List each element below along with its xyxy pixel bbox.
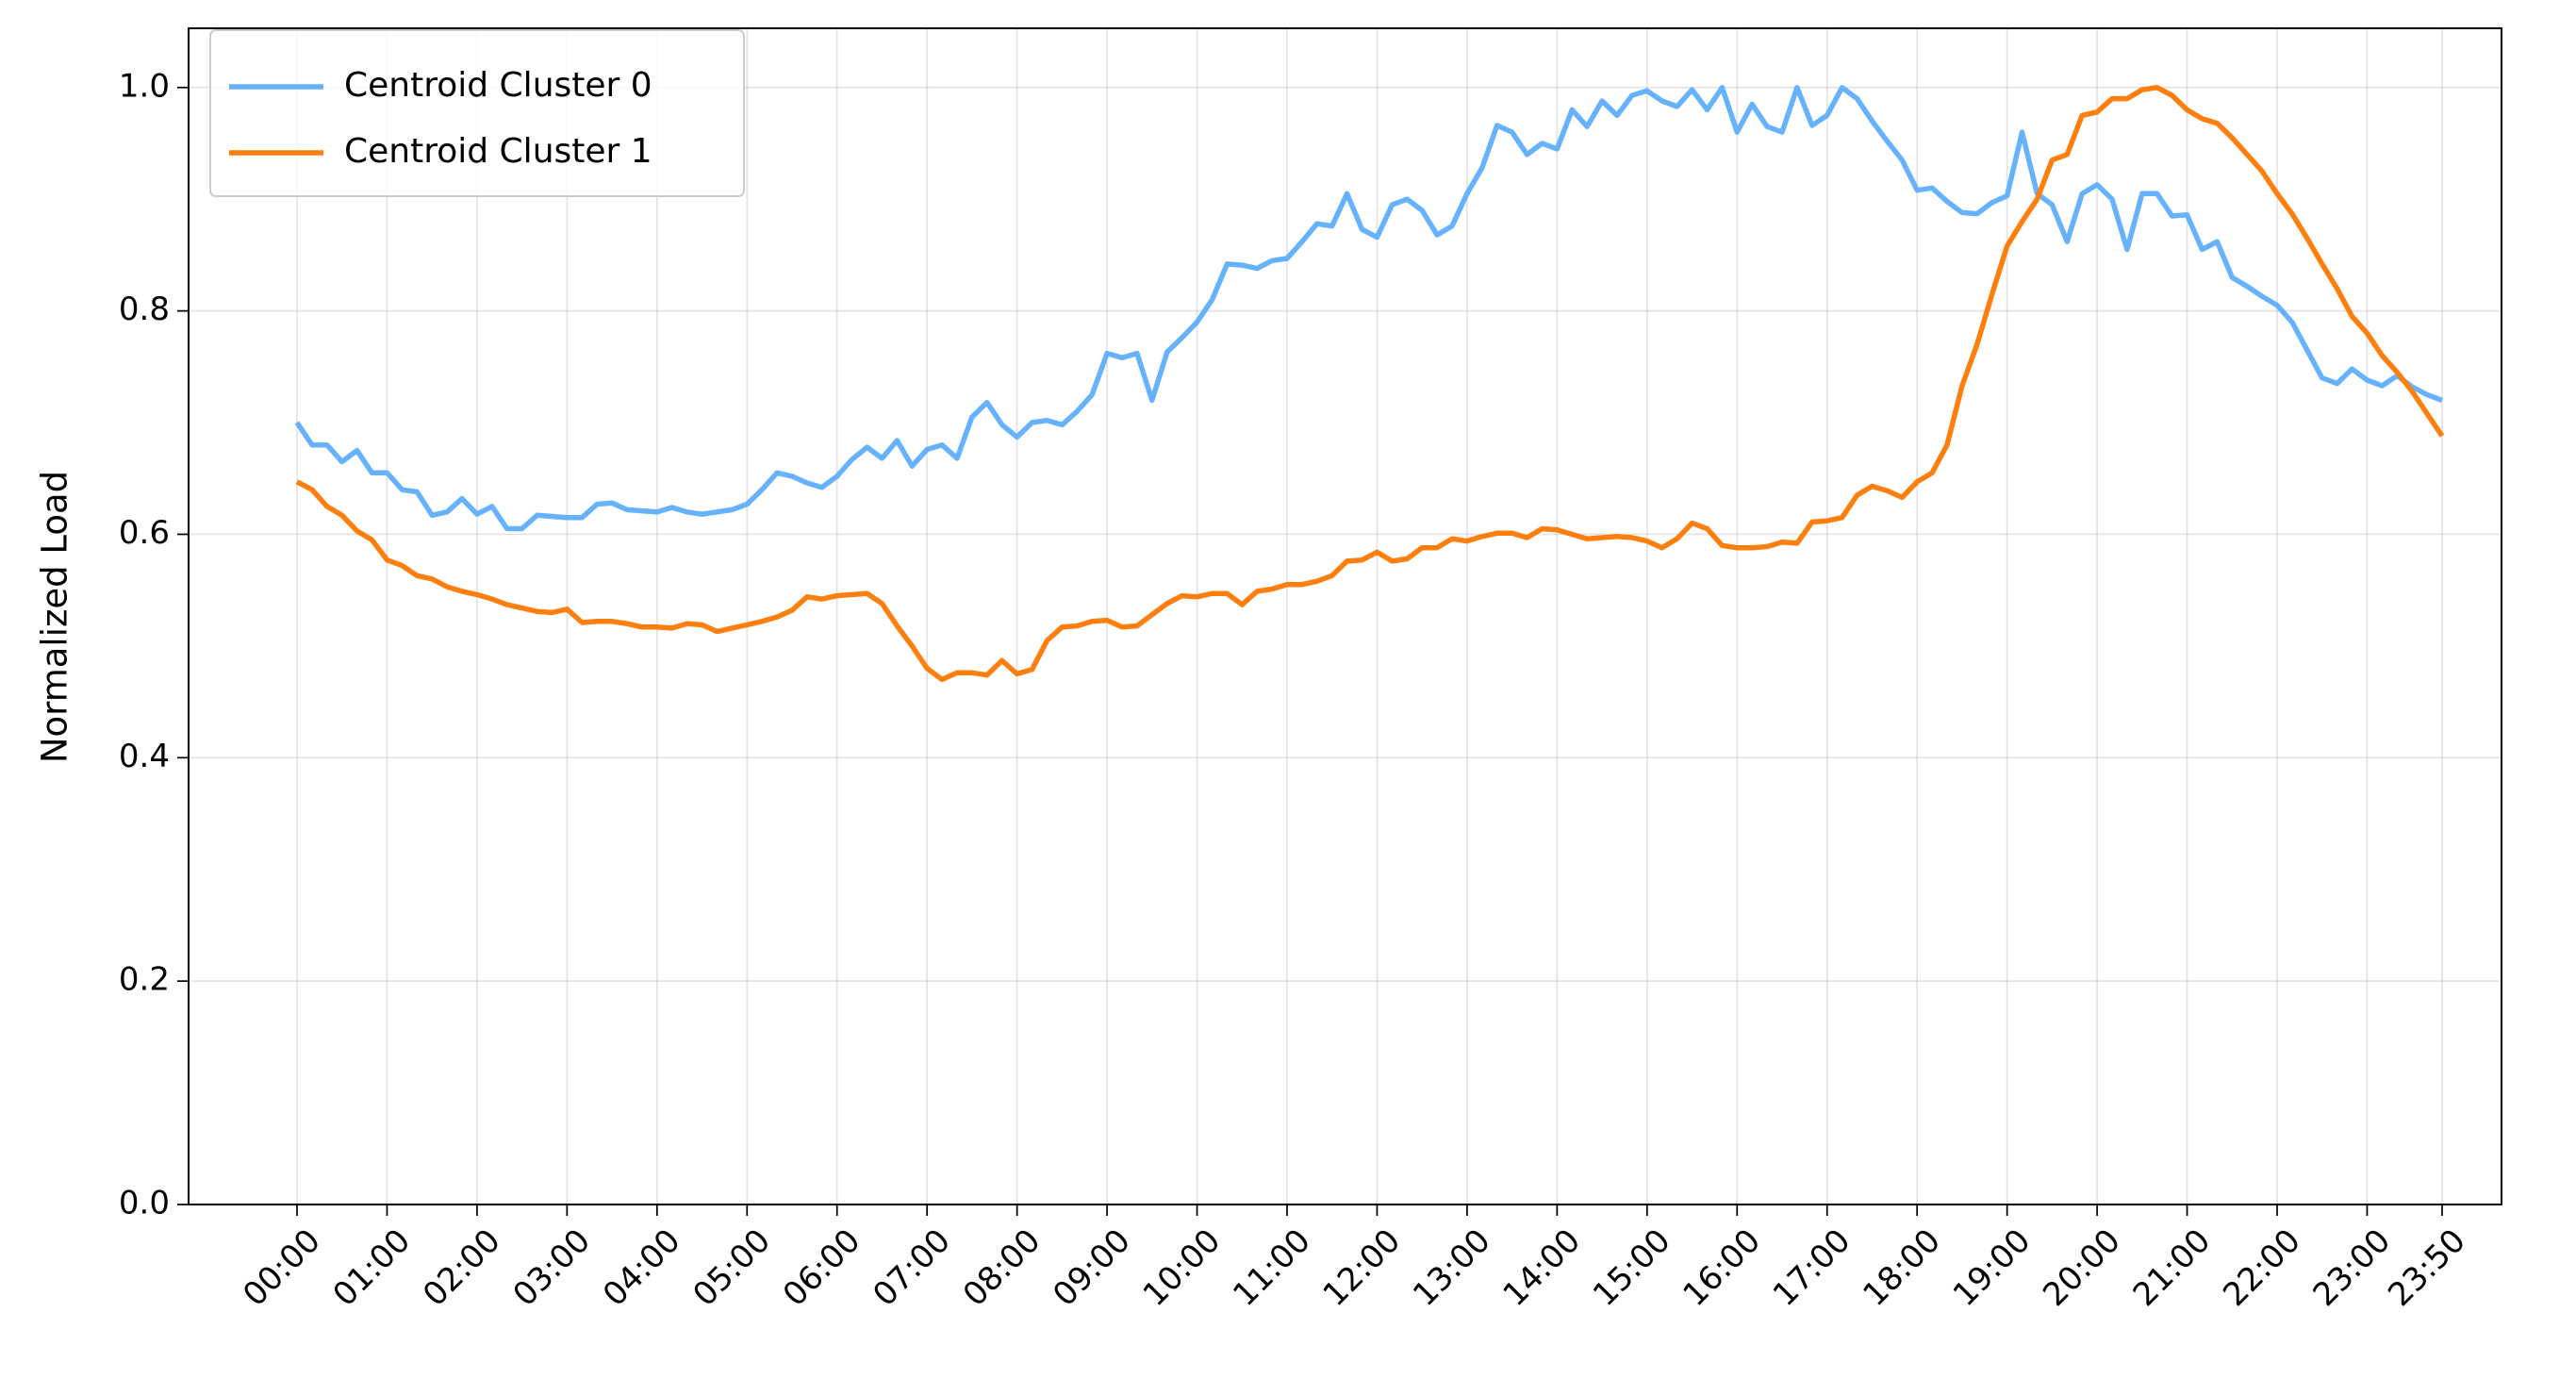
y-tick-label: 0.2 [119, 961, 170, 999]
y-tick-label: 0.6 [119, 514, 170, 552]
x-tick-label: 22:00 [2216, 1221, 2308, 1314]
x-tick-label: 20:00 [2036, 1221, 2128, 1314]
legend-label: Centroid Cluster 0 [344, 66, 652, 105]
x-tick-label: 03:00 [506, 1221, 599, 1314]
legend-label: Centroid Cluster 1 [344, 132, 652, 171]
x-tick-label: 21:00 [2126, 1221, 2219, 1314]
x-tick-label: 18:00 [1856, 1221, 1948, 1314]
x-tick-label: 13:00 [1406, 1221, 1498, 1314]
x-tick-label: 12:00 [1316, 1221, 1409, 1314]
y-axis-label: Normalized Load [35, 471, 75, 763]
x-tick-label: 17:00 [1766, 1221, 1858, 1314]
x-tick-label: 16:00 [1676, 1221, 1768, 1314]
x-tick-label: 06:00 [776, 1221, 868, 1314]
x-tick-label: 11:00 [1226, 1221, 1318, 1314]
x-tick-label: 23:50 [2381, 1221, 2473, 1314]
plot-frame [188, 27, 2502, 1205]
x-tick-label: 23:00 [2306, 1221, 2399, 1314]
x-tick-label: 02:00 [416, 1221, 508, 1314]
x-tick-label: 05:00 [685, 1221, 778, 1314]
x-tick-label: 07:00 [866, 1221, 958, 1314]
y-tick-label: 0.0 [119, 1185, 170, 1222]
y-tick-label: 1.0 [119, 67, 170, 105]
x-tick-label: 19:00 [1946, 1221, 2039, 1314]
x-tick-label: 14:00 [1496, 1221, 1589, 1314]
x-tick-label: 10:00 [1136, 1221, 1229, 1314]
y-tick-label: 0.8 [119, 291, 170, 328]
legend-box [209, 29, 745, 197]
y-tick-label: 0.4 [119, 738, 170, 775]
x-tick-label: 01:00 [326, 1221, 419, 1314]
series-line [294, 85, 2443, 532]
series-line [295, 85, 2445, 683]
x-tick-label: 04:00 [596, 1221, 688, 1314]
x-tick-label: 08:00 [956, 1221, 1049, 1314]
x-tick-label: 09:00 [1046, 1221, 1138, 1314]
x-tick-label: 00:00 [236, 1221, 328, 1314]
x-tick-label: 15:00 [1586, 1221, 1678, 1314]
